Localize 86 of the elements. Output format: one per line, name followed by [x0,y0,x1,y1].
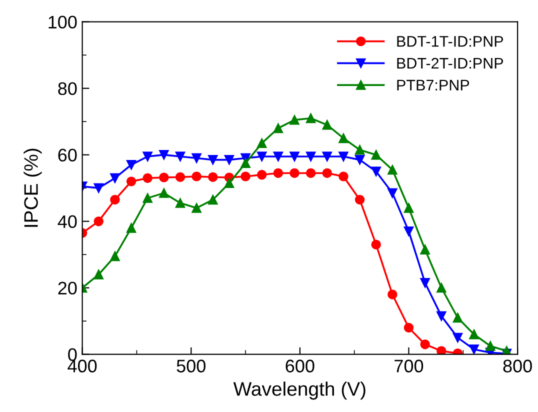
point [371,150,381,160]
y-tick-label: 100 [48,16,77,29]
point [240,158,250,168]
point [208,194,218,205]
point [338,152,348,162]
point [436,311,446,321]
point [192,172,202,182]
point [306,152,316,162]
point [388,164,398,175]
point [175,198,186,208]
point [404,226,414,236]
point [94,216,104,226]
y-tick-label: 0 [68,348,77,362]
point [404,203,414,213]
legend-label: BDT-2T-ID:PNP [397,58,503,69]
point [322,152,332,162]
point [354,154,365,165]
point [175,152,186,162]
point [175,172,186,182]
point [208,154,218,165]
point [256,152,267,162]
point [322,120,332,130]
point [273,123,284,134]
point [94,183,104,193]
point [94,270,104,280]
point [322,168,332,178]
point [192,203,202,213]
point [256,170,267,180]
point [354,194,365,205]
point [306,113,316,124]
point [436,282,446,293]
point [404,322,414,333]
point [273,168,284,178]
point [159,188,169,198]
point [224,154,234,165]
point [208,172,218,182]
point [338,133,348,144]
y-tick-label: 80 [58,82,77,96]
x-tick-label: 500 [176,360,206,372]
point [420,278,430,288]
point [273,152,284,162]
point [436,346,446,354]
x-axis-title: Wavelength (V) [233,382,366,400]
point [142,193,152,203]
point [420,339,430,350]
point [224,178,234,188]
point [388,188,398,198]
point [388,290,398,300]
legend-label: BDT-1T-ID:PNP [397,36,503,47]
point [354,144,365,155]
x-tick-label: 400 [68,360,97,372]
point [469,330,479,340]
point [256,138,267,148]
point [338,172,348,182]
point [485,341,496,351]
point [126,223,136,233]
point [110,251,120,262]
x-tick-label: 700 [394,360,424,372]
point [240,172,250,182]
point [126,176,136,186]
point [290,152,300,162]
point [142,173,152,183]
point [126,160,136,170]
point [159,150,169,160]
y-tick-label: 40 [58,215,77,228]
point [452,332,463,343]
legend-label: PTB7:PNP [397,80,470,90]
point [290,168,300,178]
point [142,152,152,162]
point [469,344,479,354]
y-axis-title: IPCE (%) [24,148,42,227]
x-tick-label: 600 [286,360,314,372]
point [452,312,463,323]
y-tick-label: 20 [58,282,77,295]
x-tick-label: 800 [503,360,532,372]
point [306,168,316,178]
point [290,115,300,125]
point [371,166,381,176]
point [192,153,202,164]
point [502,346,512,354]
y-tick-label: 60 [58,148,77,162]
point [371,240,381,250]
point [420,244,430,254]
point [159,172,169,182]
point [110,194,120,205]
point [110,173,120,183]
